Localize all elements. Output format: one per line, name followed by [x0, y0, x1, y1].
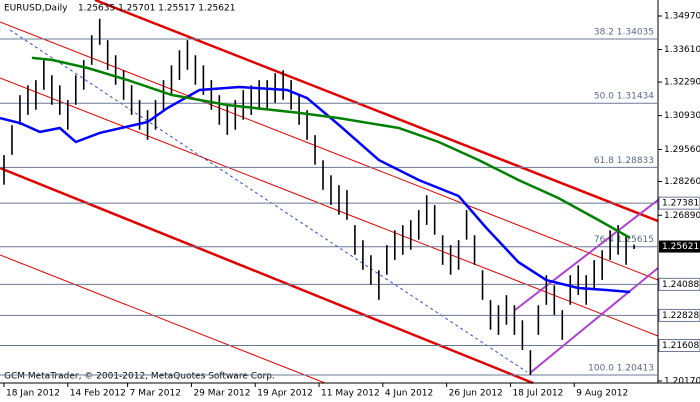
chart-title: EURUSD,Daily — [4, 4, 68, 14]
price-label: 1.25621 — [662, 242, 699, 252]
y-tick-label: 1.26890 — [664, 211, 700, 221]
level-box — [658, 196, 700, 210]
x-tick-label: 18 Jan 2012 — [6, 389, 60, 399]
x-tick-label: 26 Jun 2012 — [449, 389, 503, 399]
x-tick-label: 29 Mar 2012 — [193, 389, 250, 399]
y-tick-label: 1.32290 — [664, 78, 700, 88]
y-tick-label: 1.30930 — [664, 111, 700, 121]
y-tick-label: 1.33610 — [664, 45, 700, 55]
level-box — [658, 308, 700, 322]
price-box — [659, 240, 700, 253]
y-tick-label: 1.29560 — [664, 145, 700, 155]
trendline — [0, 21, 659, 281]
trendline — [0, 166, 534, 385]
channel-line — [514, 199, 659, 311]
level-label: 1.22828 — [662, 311, 699, 321]
moving-average — [31, 56, 631, 239]
level-label: 1.21608 — [662, 341, 699, 351]
quote: 1.25635 1.25701 1.25517 1.25621 — [78, 4, 235, 14]
x-tick-label: 11 May 2012 — [321, 389, 380, 399]
level-box — [658, 339, 700, 353]
y-tick-label: 1.20170 — [664, 376, 700, 386]
x-tick-label: 19 Apr 2012 — [257, 389, 313, 399]
trendline — [0, 254, 326, 384]
fibo-label: 61.8 1.28833 — [594, 156, 654, 166]
fibo-label: 76.4 1.25615 — [594, 235, 654, 245]
trendline — [94, 0, 659, 223]
trendline — [0, 77, 659, 337]
fibo-label: 38.2 1.34035 — [594, 28, 654, 38]
level-label: 1.27381 — [662, 199, 699, 209]
y-tick-label: 1.28260 — [664, 177, 700, 187]
level-box — [658, 277, 700, 291]
y-tick-label: 1.34970 — [664, 12, 700, 22]
level-label: 1.24088 — [662, 280, 699, 290]
x-tick-label: 9 Aug 2012 — [576, 389, 628, 399]
fibo-label: 50.0 1.31434 — [594, 92, 654, 102]
x-tick-label: 7 Mar 2012 — [130, 389, 181, 399]
x-tick-label: 18 Jul 2012 — [512, 389, 563, 399]
x-tick-label: 4 Jun 2012 — [385, 389, 433, 399]
moving-average — [0, 85, 631, 294]
x-tick-label: 14 Feb 2012 — [70, 389, 126, 399]
channel-line — [529, 267, 659, 374]
fibo-label: 100.0 1.20413 — [588, 363, 654, 373]
footer: GCM MetaTrader, © 2001-2012, MetaQuotes … — [4, 372, 275, 382]
